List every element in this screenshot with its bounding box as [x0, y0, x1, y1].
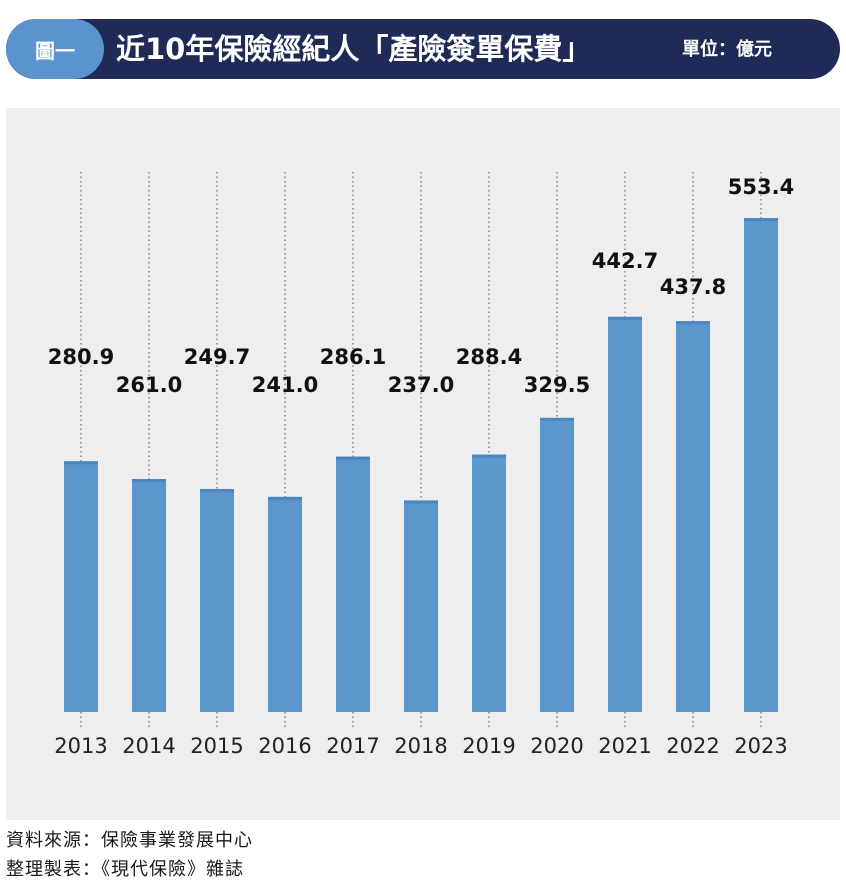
bar-top-2018	[404, 500, 438, 504]
x-tick-2020: 2020	[530, 734, 583, 758]
x-tick-2021: 2021	[598, 734, 651, 758]
value-label-2016: 241.0	[252, 373, 318, 397]
figure-label: 圖一	[6, 19, 104, 79]
source-note: 資料來源：保險事業發展中心	[6, 830, 253, 851]
bar-top-2013	[64, 461, 98, 465]
bar-2013	[64, 461, 98, 712]
chart-title: 近10年保險經紀人「產險簽單保費」	[116, 32, 592, 66]
bar-2015	[200, 489, 234, 712]
bar-2023	[744, 218, 778, 712]
unit-label: 單位：億元	[682, 39, 772, 60]
bar-top-2023	[744, 218, 778, 221]
value-label-2018: 237.0	[388, 373, 454, 397]
bar-2021	[608, 316, 642, 712]
bar-2017	[336, 456, 370, 712]
bar-top-2019	[472, 454, 506, 458]
value-label-2021: 442.7	[592, 249, 658, 273]
bar-top-2022	[676, 321, 710, 325]
x-tick-2019: 2019	[462, 734, 515, 758]
value-label-2023: 553.4	[728, 175, 794, 199]
bar-2019	[472, 454, 506, 712]
bar-top-2016	[268, 496, 302, 500]
value-label-2022: 437.8	[660, 275, 726, 299]
x-tick-2017: 2017	[326, 734, 379, 758]
bar-2018	[404, 500, 438, 712]
chart-header: 圖一 近10年保險經紀人「產險簽單保費」 單位：億元	[6, 19, 840, 79]
value-label-2019: 288.4	[456, 345, 522, 369]
x-tick-2018: 2018	[394, 734, 447, 758]
bar-2014	[132, 479, 166, 712]
x-tick-2014: 2014	[122, 734, 175, 758]
x-tick-2015: 2015	[190, 734, 243, 758]
value-label-2020: 329.5	[524, 373, 590, 397]
x-tick-2023: 2023	[734, 734, 787, 758]
bar-2016	[268, 496, 302, 712]
bar-top-2015	[200, 489, 234, 493]
value-label-2015: 249.7	[184, 345, 250, 369]
x-tick-2022: 2022	[666, 734, 719, 758]
bar-2020	[540, 417, 574, 712]
bar-2022	[676, 321, 710, 712]
value-label-2013: 280.9	[48, 345, 114, 369]
bar-top-2020	[540, 417, 574, 421]
value-label-2014: 261.0	[116, 373, 182, 397]
value-label-2017: 286.1	[320, 345, 386, 369]
bar-top-2014	[132, 479, 166, 483]
bar-top-2021	[608, 316, 642, 320]
x-tick-2016: 2016	[258, 734, 311, 758]
x-tick-2013: 2013	[54, 734, 107, 758]
bar-top-2017	[336, 456, 370, 460]
compiled-note: 整理製表：《現代保險》雜誌	[6, 859, 244, 880]
